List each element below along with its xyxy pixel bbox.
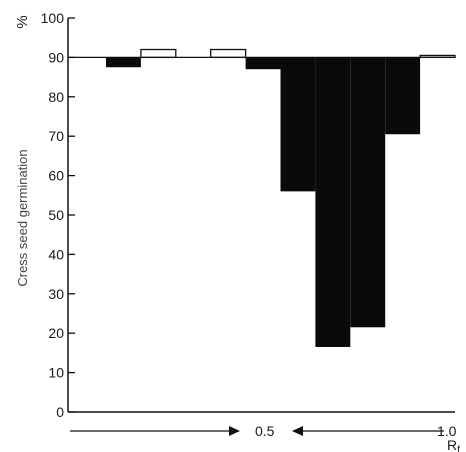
x-axis-title-sub: f: [457, 445, 460, 452]
bars-layer: [106, 48, 456, 347]
y-tick-label: 60: [48, 168, 64, 184]
y-tick-label: 0: [56, 404, 64, 420]
x-axis-title: Rf: [447, 437, 460, 452]
inhibition-bar: [350, 57, 386, 328]
y-tick-label: 10: [48, 365, 64, 381]
y-axis-ticks: 0 10 20 30 40 50 60 70 80 90 100: [41, 10, 75, 420]
y-tick-label: 70: [48, 128, 64, 144]
y-tick-label: 50: [48, 207, 64, 223]
y-tick-label: 80: [48, 89, 64, 105]
y-tick-label: 40: [48, 246, 64, 262]
inhibition-bar: [106, 57, 141, 68]
inhibition-bar: [315, 57, 351, 347]
promotion-bar: [140, 48, 177, 59]
y-tick-label: 90: [48, 49, 64, 65]
y-tick-label: 30: [48, 286, 64, 302]
x-end-label: 1.0: [437, 423, 457, 439]
inhibition-bar: [280, 57, 316, 192]
inhibition-bar: [245, 57, 281, 70]
y-tick-label: 100: [41, 10, 65, 26]
left-arrowhead-icon: [292, 426, 303, 436]
promotion-bar: [210, 48, 247, 59]
y-axis-unit: %: [14, 15, 31, 28]
x-axis-annotations: 0.5 1.0 Rf: [70, 423, 460, 452]
x-axis-title-main: R: [447, 437, 457, 452]
inhibition-bar: [385, 57, 421, 135]
x-mid-label: 0.5: [255, 423, 275, 439]
right-arrowhead-icon: [229, 426, 240, 436]
y-axis-title: Cress seed germination: [15, 149, 30, 286]
y-tick-label: 20: [48, 325, 64, 341]
